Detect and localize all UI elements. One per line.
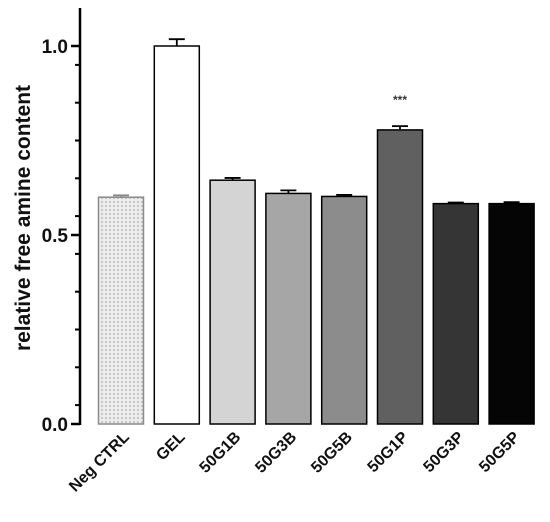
bar-50g1p (376, 129, 424, 425)
y-tick-label: 0.5 (42, 226, 69, 247)
bar-50g1b (209, 179, 256, 425)
significance-annotation: *** (393, 93, 407, 107)
plot-area: relative free amine content Neg CTRL GEL 50… (12, 8, 535, 496)
bar-50g3p (432, 202, 480, 425)
bar-50g5p (488, 202, 535, 425)
x-tick-label-50g5p: 50G5P (476, 429, 523, 476)
x-tick-label-50g3b: 50G3B (252, 429, 300, 477)
y-axis-title: relative free amine content (12, 85, 35, 351)
x-tick-label-neg-ctrl: Neg CTRL (66, 429, 133, 496)
bar-50g5b (320, 195, 368, 425)
y-tick-label: 0.0 (42, 415, 68, 436)
bar-neg-ctrl (97, 196, 145, 425)
x-tick-label-50g3p: 50G3P (420, 429, 467, 476)
bar-gel (153, 45, 201, 425)
x-tick-label-50g1b: 50G1B (197, 429, 245, 477)
x-tick-label-50g5b: 50G5B (308, 429, 356, 477)
x-tick-label-50g1p: 50G1P (365, 429, 412, 476)
bar-50g3b (265, 192, 312, 425)
x-tick-label-gel: GEL (153, 429, 188, 464)
y-tick-label: 1.0 (42, 37, 68, 58)
